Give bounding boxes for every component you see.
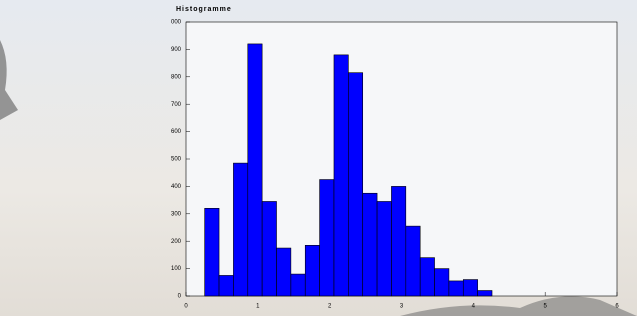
bar <box>363 193 377 296</box>
bar <box>248 44 262 296</box>
y-tick-label: 500 <box>171 157 182 163</box>
bar <box>205 208 219 296</box>
y-tick-label: 200 <box>171 239 182 245</box>
y-tick-label: 600 <box>171 129 182 135</box>
bar <box>377 201 391 296</box>
y-tick-label: 000 <box>171 20 182 26</box>
bar <box>334 55 348 296</box>
bar <box>435 269 449 296</box>
y-tick-label: 400 <box>171 184 182 190</box>
bar <box>348 73 362 296</box>
chart: Histogramme 0100200300400500600700800900… <box>0 0 637 316</box>
bar <box>478 291 492 296</box>
bar <box>320 180 334 296</box>
bar <box>233 163 247 296</box>
bar <box>463 280 477 296</box>
chart-title: Histogramme <box>176 6 232 13</box>
bar <box>391 186 405 296</box>
y-tick-label: 900 <box>171 47 182 53</box>
bar <box>420 258 434 296</box>
y-tick-label: 800 <box>171 74 182 80</box>
y-tick-label: 700 <box>171 102 182 108</box>
bar <box>277 248 291 296</box>
bar <box>262 201 276 296</box>
y-tick-label: 100 <box>171 266 182 272</box>
y-tick-label: 300 <box>171 211 182 217</box>
bar <box>406 226 420 296</box>
bar <box>291 274 305 296</box>
bar <box>219 275 233 296</box>
bar <box>305 245 319 296</box>
bar <box>449 281 463 296</box>
